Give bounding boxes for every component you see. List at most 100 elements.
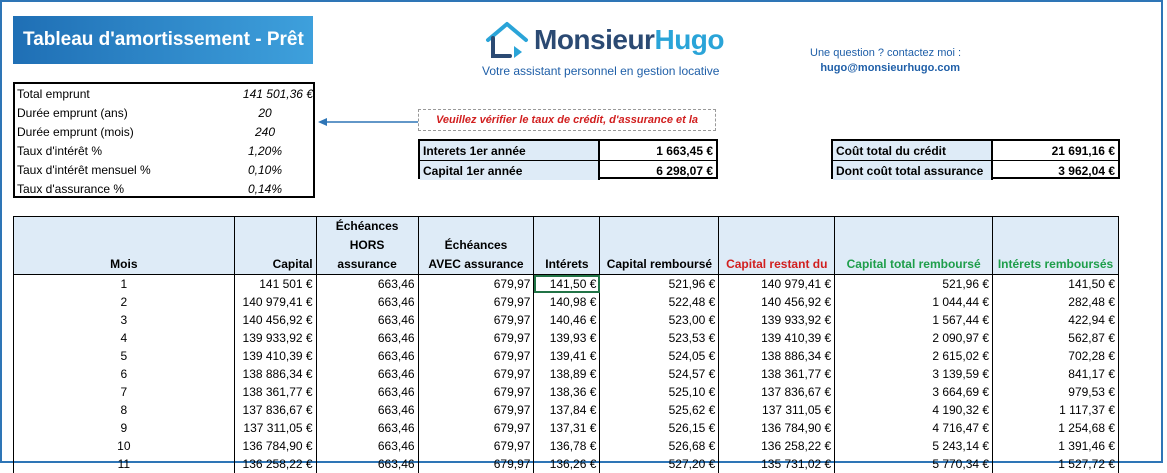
header-capital-restant[interactable]: Capital restant du [718, 216, 836, 275]
cell-interets-rembourses[interactable]: 1 391,46 € [992, 437, 1119, 455]
cell-capital-rembourse[interactable]: 526,15 € [599, 419, 720, 437]
cell-capital-total-rembourse[interactable]: 4 716,47 € [834, 419, 994, 437]
cell-capital-total-rembourse[interactable]: 3 139,59 € [834, 365, 994, 383]
cell-interets-rembourses[interactable]: 282,48 € [992, 293, 1119, 311]
cell-echeance-hors[interactable]: 663,46 [315, 329, 419, 347]
cout-total-value[interactable]: 21 691,16 € [1051, 143, 1115, 158]
cell-capital-rembourse[interactable]: 525,62 € [599, 401, 720, 419]
cell-interets-rembourses[interactable]: 141,50 € [992, 274, 1119, 293]
cell-capital-total-rembourse[interactable]: 3 664,69 € [834, 383, 994, 401]
cell-echeance-hors[interactable]: 663,46 [315, 437, 419, 455]
cell-echeance-hors[interactable]: 663,46 [315, 311, 419, 329]
cell-capital-total-rembourse[interactable]: 1 044,44 € [834, 293, 994, 311]
header-interets-rembourses[interactable]: Intérets remboursés [992, 216, 1119, 275]
cell-echeance-avec[interactable]: 679,97 [417, 437, 535, 455]
cell-capital-rembourse[interactable]: 522,48 € [599, 293, 720, 311]
cell-mois[interactable]: 3 [13, 311, 235, 329]
cell-capital-total-rembourse[interactable]: 2 615,02 € [834, 347, 994, 365]
cell-echeance-avec[interactable]: 679,97 [417, 419, 535, 437]
cell-capital-rembourse[interactable]: 521,96 € [599, 274, 720, 293]
cell-interets-rembourses[interactable]: 422,94 € [992, 311, 1119, 329]
cell-capital[interactable]: 139 933,92 € [233, 329, 317, 347]
cell-capital-restant[interactable]: 136 258,22 € [718, 437, 836, 455]
cell-interets[interactable]: 139,93 € [533, 329, 601, 347]
cout-assurance-value[interactable]: 3 962,04 € [1058, 163, 1115, 178]
cell-mois[interactable]: 9 [13, 419, 235, 437]
cell-capital-restant[interactable]: 135 731,02 € [718, 455, 836, 473]
cell-capital-rembourse[interactable]: 524,05 € [599, 347, 720, 365]
cell-capital-restant[interactable]: 139 410,39 € [718, 329, 836, 347]
cell-echeance-avec[interactable]: 679,97 [417, 293, 535, 311]
cell-interets[interactable]: 136,78 € [533, 437, 601, 455]
cell-interets[interactable]: 137,31 € [533, 419, 601, 437]
cell-capital-total-rembourse[interactable]: 5 770,34 € [834, 455, 994, 473]
cell-capital-rembourse[interactable]: 523,00 € [599, 311, 720, 329]
cell-capital[interactable]: 139 410,39 € [233, 347, 317, 365]
cell-capital-total-rembourse[interactable]: 4 190,32 € [834, 401, 994, 419]
header-echeances-hors[interactable]: Échéances HORS assurance [315, 216, 419, 275]
cell-capital-total-rembourse[interactable]: 521,96 € [834, 274, 994, 293]
cell-capital-rembourse[interactable]: 525,10 € [599, 383, 720, 401]
cell-interets-rembourses[interactable]: 1 254,68 € [992, 419, 1119, 437]
cell-echeance-hors[interactable]: 663,46 [315, 383, 419, 401]
cell-capital-restant[interactable]: 139 933,92 € [718, 311, 836, 329]
cell-mois[interactable]: 2 [13, 293, 235, 311]
cell-capital-total-rembourse[interactable]: 2 090,97 € [834, 329, 994, 347]
cell-echeance-hors[interactable]: 663,46 [315, 274, 419, 293]
cell-interets-rembourses[interactable]: 1 117,37 € [992, 401, 1119, 419]
header-capital[interactable]: Capital [233, 216, 317, 275]
cell-echeance-avec[interactable]: 679,97 [417, 383, 535, 401]
cell-interets[interactable]: 140,98 € [533, 293, 601, 311]
cell-interets[interactable]: 138,36 € [533, 383, 601, 401]
cell-echeance-avec[interactable]: 679,97 [417, 401, 535, 419]
cell-echeance-hors[interactable]: 663,46 [315, 455, 419, 473]
header-capital-total-rembourse[interactable]: Capital total remboursé [834, 216, 994, 275]
cell-capital[interactable]: 138 886,34 € [233, 365, 317, 383]
cell-capital-restant[interactable]: 140 456,92 € [718, 293, 836, 311]
cell-capital[interactable]: 137 836,67 € [233, 401, 317, 419]
cell-echeance-avec[interactable]: 679,97 [417, 329, 535, 347]
cell-mois[interactable]: 8 [13, 401, 235, 419]
header-echeances-avec[interactable]: Échéances AVEC assurance [417, 216, 535, 275]
cell-echeance-avec[interactable]: 679,97 [417, 311, 535, 329]
cell-echeance-avec[interactable]: 679,97 [417, 347, 535, 365]
param-value[interactable]: 20 [258, 105, 272, 120]
cell-mois[interactable]: 5 [13, 347, 235, 365]
cell-echeance-avec[interactable]: 679,97 [417, 274, 535, 293]
cell-interets[interactable]: 137,84 € [533, 401, 601, 419]
cell-interets-rembourses[interactable]: 841,17 € [992, 365, 1119, 383]
cell-mois[interactable]: 11 [13, 455, 235, 473]
cell-interets[interactable]: 141,50 € [533, 274, 601, 293]
cell-capital-restant[interactable]: 136 784,90 € [718, 419, 836, 437]
cell-capital-rembourse[interactable]: 527,20 € [599, 455, 720, 473]
cell-capital[interactable]: 140 979,41 € [233, 293, 317, 311]
cell-capital-rembourse[interactable]: 524,57 € [599, 365, 720, 383]
param-value[interactable]: 240 [254, 124, 276, 139]
cell-capital-rembourse[interactable]: 523,53 € [599, 329, 720, 347]
cell-mois[interactable]: 10 [13, 437, 235, 455]
cell-capital-rembourse[interactable]: 526,68 € [599, 437, 720, 455]
cell-echeance-hors[interactable]: 663,46 [315, 347, 419, 365]
cell-capital[interactable]: 136 784,90 € [233, 437, 317, 455]
cell-capital-restant[interactable]: 137 836,67 € [718, 383, 836, 401]
cell-interets-rembourses[interactable]: 702,28 € [992, 347, 1119, 365]
cell-interets[interactable]: 139,41 € [533, 347, 601, 365]
cell-capital[interactable]: 140 456,92 € [233, 311, 317, 329]
capital-1er-value[interactable]: 6 298,07 € [656, 163, 713, 178]
cell-echeance-hors[interactable]: 663,46 [315, 365, 419, 383]
param-value[interactable]: 0,10% [247, 162, 283, 177]
cell-echeance-hors[interactable]: 663,46 [315, 401, 419, 419]
cell-capital[interactable]: 138 361,77 € [233, 383, 317, 401]
header-capital-rembourse[interactable]: Capital remboursé [599, 216, 720, 275]
cell-capital-restant[interactable]: 138 361,77 € [718, 365, 836, 383]
cell-mois[interactable]: 1 [13, 274, 235, 293]
cell-interets-rembourses[interactable]: 1 527,72 € [992, 455, 1119, 473]
header-interets[interactable]: Intérets [533, 216, 601, 275]
cell-echeance-avec[interactable]: 679,97 [417, 365, 535, 383]
cell-echeance-hors[interactable]: 663,46 [315, 293, 419, 311]
cell-capital-restant[interactable]: 137 311,05 € [718, 401, 836, 419]
cell-capital[interactable]: 137 311,05 € [233, 419, 317, 437]
cell-interets[interactable]: 138,89 € [533, 365, 601, 383]
cell-capital-total-rembourse[interactable]: 5 243,14 € [834, 437, 994, 455]
cell-interets[interactable]: 136,26 € [533, 455, 601, 473]
